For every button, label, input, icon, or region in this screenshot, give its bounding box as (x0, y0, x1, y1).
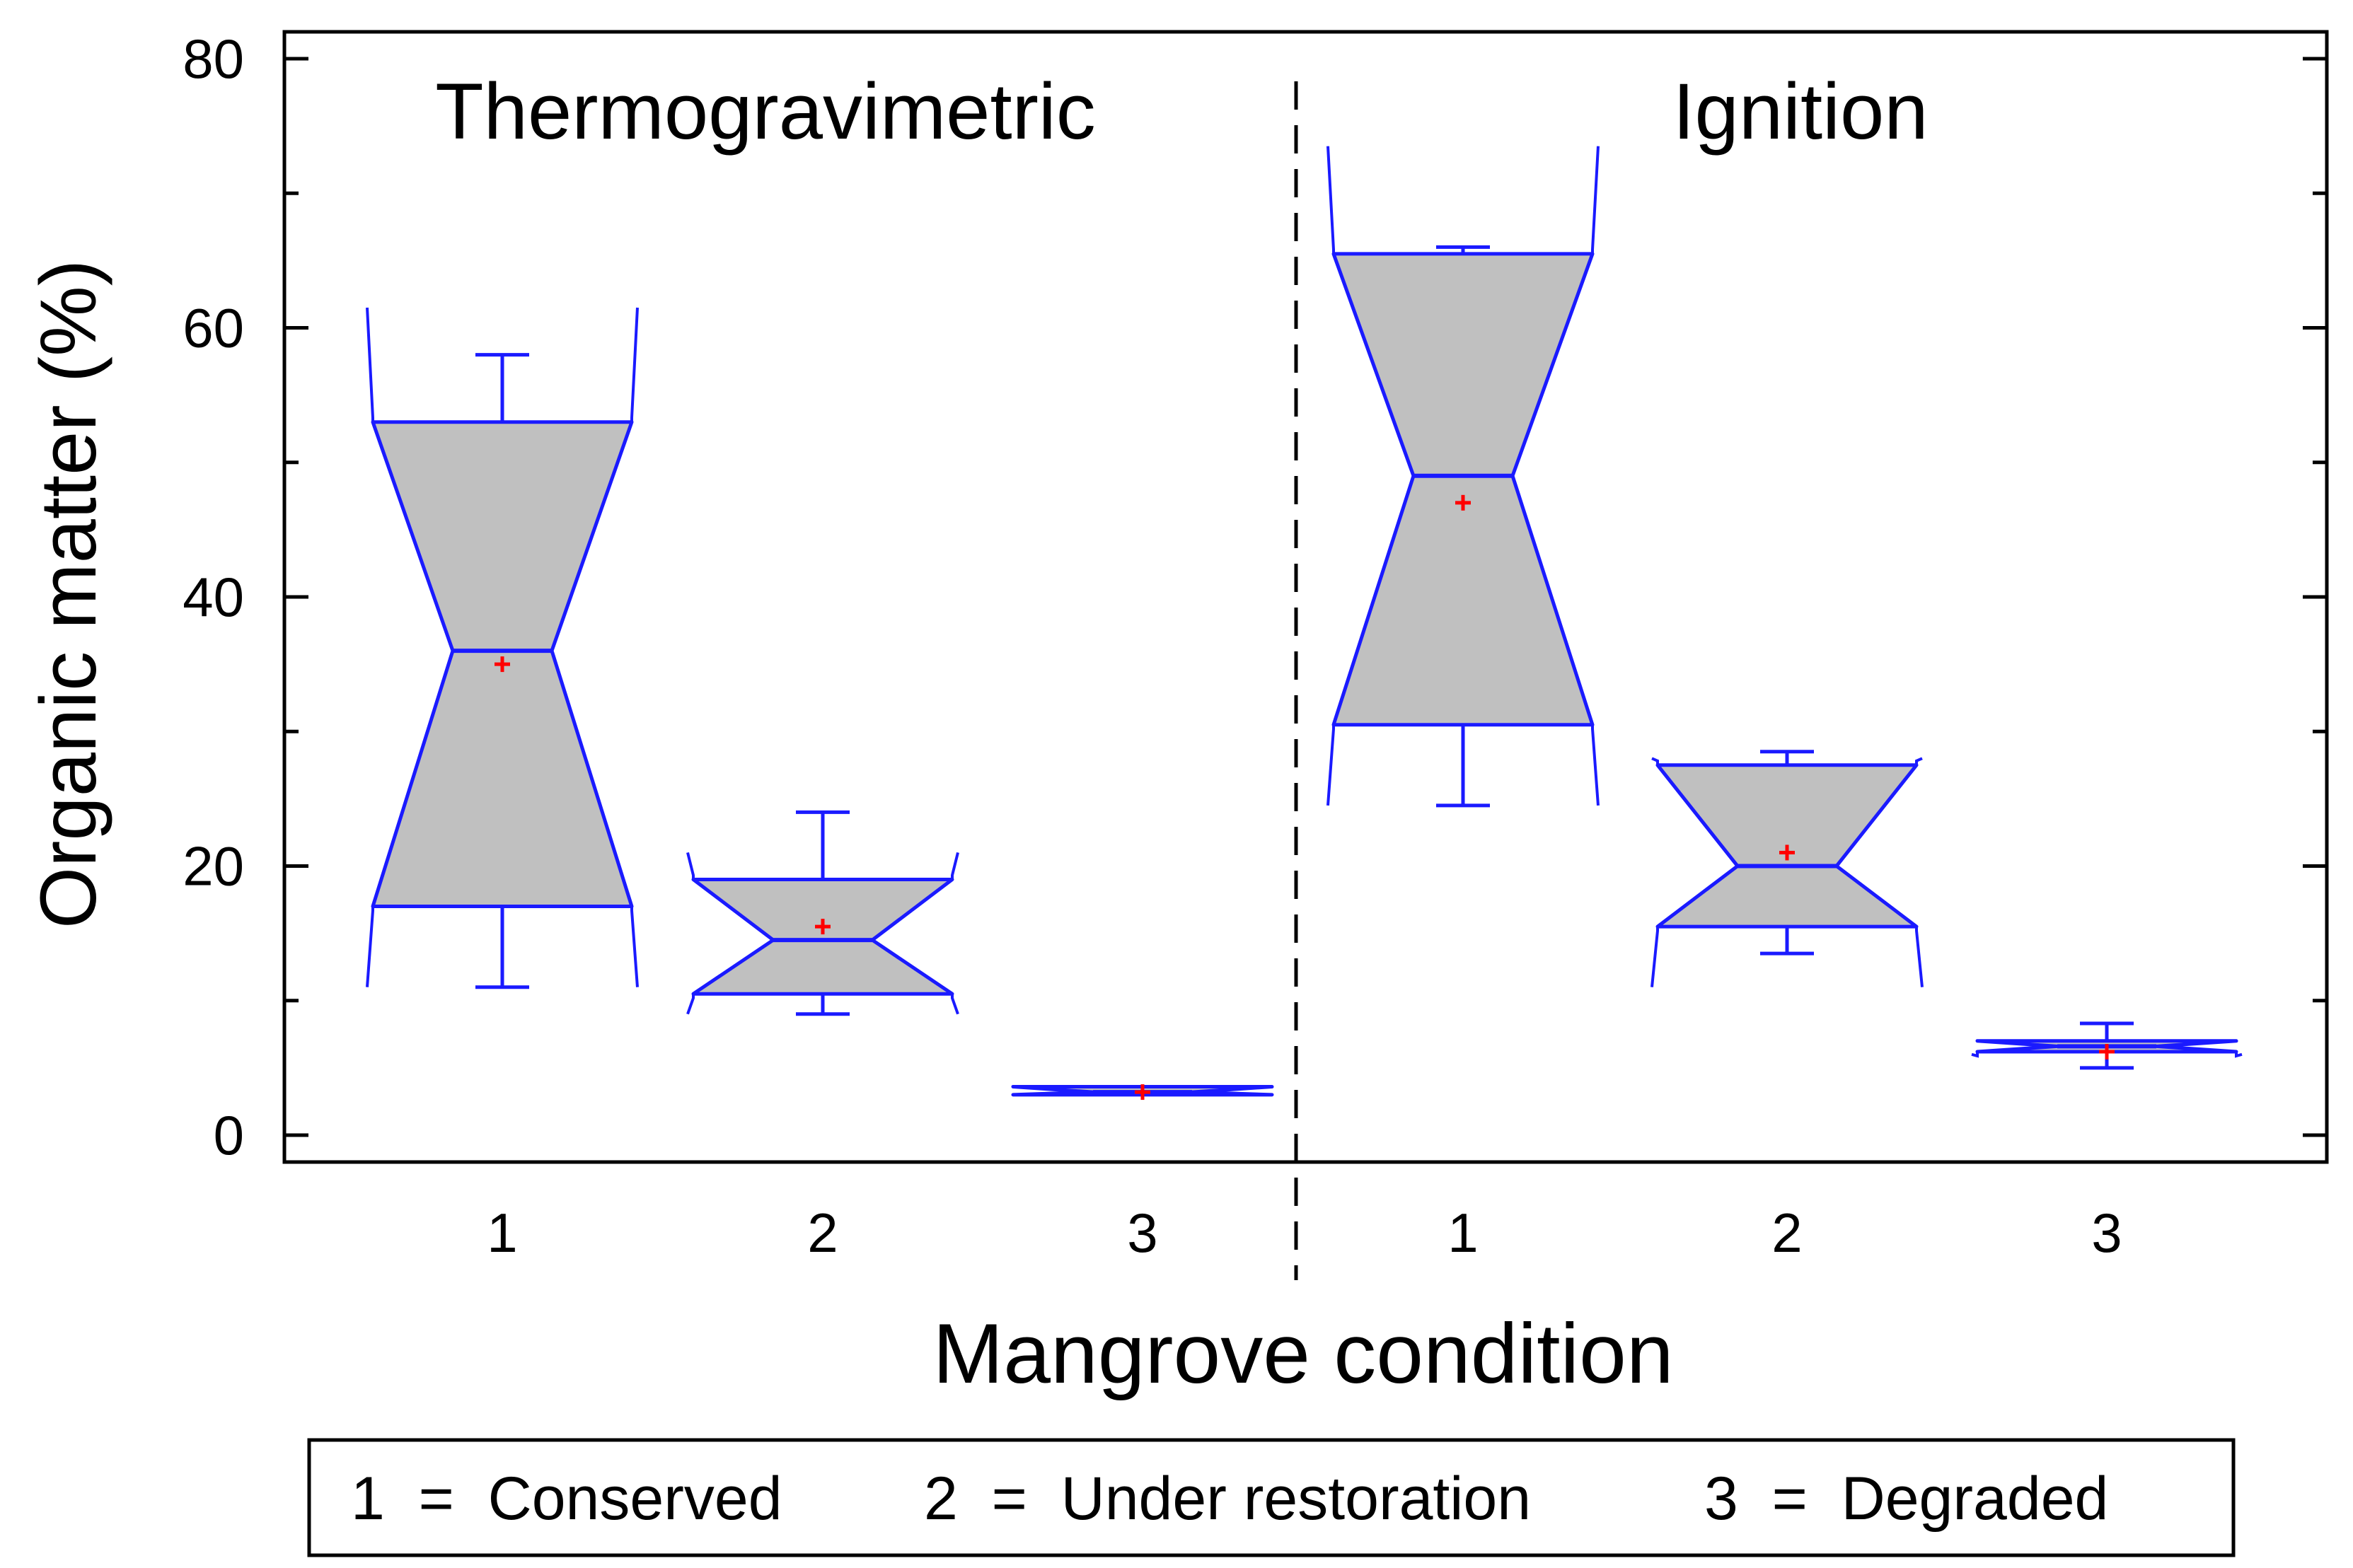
y-axis-tick-labels: 0 20 40 60 80 (183, 28, 244, 1166)
x-tick-label: 1 (487, 1202, 517, 1264)
box-body (691, 878, 954, 996)
legend-entry-under-restoration: 2 = Under restoration (924, 1465, 1531, 1533)
y-tick-label: 20 (183, 835, 244, 897)
notch-flare (951, 994, 959, 1015)
notch-flare (1971, 1052, 1979, 1058)
notch-flare (686, 994, 695, 1015)
notch-flare (1591, 724, 1600, 806)
notch-flare (630, 307, 639, 422)
legend-entry-degraded: 3 = Degraded (1704, 1465, 2108, 1533)
x-tick-label: 3 (2091, 1202, 2122, 1264)
notch-flare (1326, 724, 1335, 806)
x-tick-label: 2 (1771, 1202, 1802, 1264)
notch-flare (1591, 146, 1600, 254)
y-axis-title: Organic matter (%) (24, 260, 112, 929)
box-thermogravimetric-3 (1011, 1084, 1274, 1100)
box-body (1331, 252, 1595, 727)
legend-entry-conserved: 1 = Conserved (351, 1465, 782, 1533)
plot-area-frame (282, 30, 2329, 1164)
y-tick-label: 40 (183, 566, 244, 628)
notch-flare (1915, 757, 1923, 765)
notch-flare (630, 906, 639, 987)
notch-flare (1650, 927, 1659, 987)
box-thermogravimetric-2 (686, 810, 959, 1016)
y-tick-label: 60 (183, 297, 244, 359)
y-tick-label: 0 (214, 1104, 244, 1166)
box-series (366, 146, 2243, 1100)
x-tick-label: 2 (807, 1202, 838, 1264)
x-axis-tick-labels: 1 2 3 1 2 3 (487, 1202, 2122, 1264)
notch-flare (1915, 927, 1924, 987)
box-ignition-3 (1971, 1021, 2243, 1070)
box-ignition-1 (1326, 146, 1600, 808)
x-axis-title: Mangrove condition (932, 1306, 1673, 1401)
notch-flare (366, 906, 374, 987)
panel-title-thermogravimetric: Thermogravimetric (435, 67, 1096, 156)
box-thermogravimetric-1 (366, 307, 639, 989)
x-tick-label: 1 (1447, 1202, 1478, 1264)
y-tick-label: 80 (183, 28, 244, 90)
notch-flare (2235, 1052, 2243, 1058)
panel-title-ignition: Ignition (1672, 67, 1928, 156)
notch-flare (686, 852, 695, 880)
y-axis-ticks (284, 57, 2327, 1137)
notch-flare (366, 307, 374, 422)
x-tick-label: 3 (1127, 1202, 1157, 1264)
notch-flare (1651, 757, 1659, 765)
notch-flare (951, 852, 959, 880)
legend-box (307, 1438, 2236, 1557)
box-ignition-2 (1650, 750, 1924, 987)
notch-flare (1326, 146, 1335, 254)
